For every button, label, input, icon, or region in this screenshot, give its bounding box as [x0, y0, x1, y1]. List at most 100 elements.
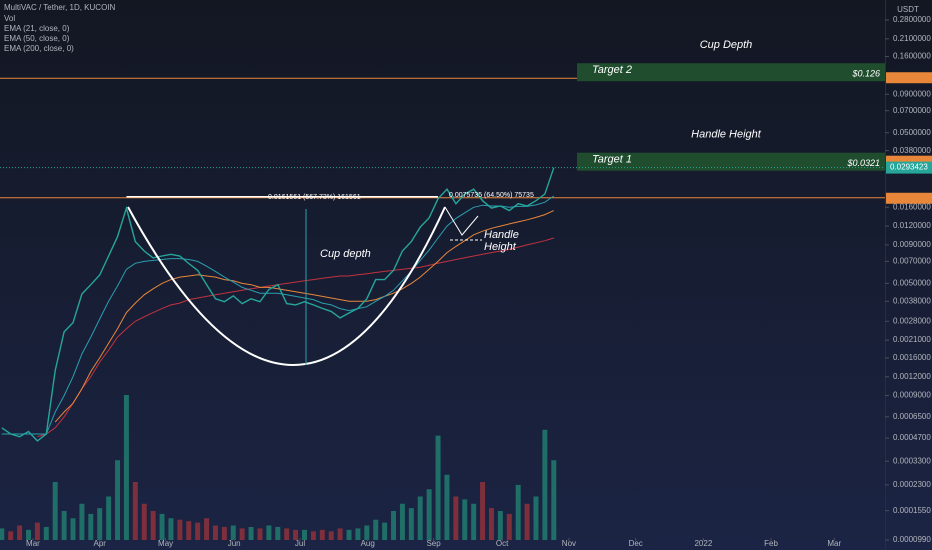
y-tick-label: 0.0070000: [893, 256, 931, 265]
volume-bar: [506, 513, 512, 540]
y-tick-label: 0.0500000: [893, 128, 931, 137]
volume-bar: [0, 528, 5, 540]
volume-bar: [533, 496, 539, 540]
y-tick-label: 0.0160000: [893, 202, 931, 211]
volume-bar: [391, 511, 397, 540]
y-tick-label: 0.0006500: [893, 412, 931, 421]
y-tick-label: 0.0380000: [893, 146, 931, 155]
volume-bar: [123, 395, 129, 540]
volume-bar: [70, 518, 76, 540]
volume-bar: [328, 531, 334, 540]
volume-bar: [301, 529, 307, 540]
x-tick-label: Aug: [361, 539, 375, 548]
legend-entry: EMA (200, close, 0): [4, 44, 74, 53]
volume-bar: [346, 529, 352, 540]
last-price-tag: [886, 161, 932, 174]
x-tick-label: Jul: [295, 539, 305, 548]
volume-bar: [373, 519, 379, 540]
volume-bar: [159, 513, 165, 540]
y-tick-label: 0.0009000: [893, 391, 931, 400]
volume-bar: [115, 460, 121, 540]
y-tick-label: 0.0021000: [893, 335, 931, 344]
volume-bar: [435, 435, 441, 540]
volume-bar: [293, 529, 299, 540]
volume-bar: [61, 511, 67, 540]
volume-bar: [462, 499, 468, 540]
series-line: [1, 195, 555, 435]
volume-bar: [17, 525, 23, 540]
series-line: [37, 237, 554, 438]
y-tick-label: 0.0050000: [893, 278, 931, 287]
volume-bar: [177, 519, 183, 540]
y-tick-label: 0.0000990: [893, 535, 931, 544]
volume-bar: [257, 528, 263, 540]
volume-bar: [355, 528, 361, 540]
x-tick-label: Mar: [827, 539, 841, 548]
y-tick-label: 0.0028000: [893, 316, 931, 325]
x-tick-label: Jun: [228, 539, 241, 548]
handle-lines: [444, 206, 479, 236]
x-tick-label: May: [158, 539, 173, 548]
chart-title: MultiVAC / Tether, 1D, KUCOIN: [4, 3, 116, 12]
legend-entry: EMA (50, close, 0): [4, 34, 70, 43]
plot: Target 2 $0.126 Cup Depth Target 1 $0.0321 Ha…: [0, 15, 932, 548]
y-tick-label: 0.0900000: [893, 89, 931, 98]
volume-bar: [239, 528, 245, 540]
target-box: [577, 63, 885, 82]
volume-bar: [52, 482, 58, 540]
x-tick-label: Feb: [764, 539, 778, 548]
volume-bar: [132, 482, 138, 540]
last-price-label: 0.0293423: [890, 163, 928, 172]
series-line: [54, 210, 555, 423]
handle-measure: 0.0075735 (64.50%) 75735: [449, 192, 534, 199]
target-box: [577, 152, 885, 171]
y-tick-label: 0.0038000: [893, 296, 931, 305]
y-tick-label: 0.0001550: [893, 506, 931, 515]
y-tick-label: 0.0120000: [893, 221, 931, 230]
legend-entry: Vol: [4, 14, 15, 23]
handle-label: Handle: [484, 229, 519, 241]
price-tag: [886, 192, 932, 204]
x-tick-label: Apr: [93, 539, 106, 548]
volume-bar: [488, 508, 494, 540]
x-tick-label: Sep: [426, 539, 441, 548]
cup-label: Cup depth: [320, 248, 371, 260]
volume-bar: [8, 531, 14, 540]
volume-bar: [168, 518, 174, 540]
volume-bar: [34, 522, 40, 540]
volume-bar: [542, 429, 548, 540]
x-tick-label: Dec: [629, 539, 643, 548]
volume-bar: [408, 508, 414, 540]
volume-bar: [515, 484, 521, 540]
volume-bar: [275, 526, 281, 540]
volume-bar: [204, 518, 210, 540]
volume-bar: [310, 531, 316, 540]
cup-curve: [127, 206, 446, 366]
currency-label: USDT: [897, 5, 919, 14]
volume-bar: [186, 521, 192, 540]
y-tick-label: 0.2100000: [893, 34, 931, 43]
y-tick-label: 0.0016000: [893, 353, 931, 362]
price-tag: [886, 72, 932, 84]
y-tick-label: 0.0012000: [893, 372, 931, 381]
volume-bar: [497, 511, 503, 540]
volume-bar: [230, 525, 236, 540]
y-tick-label: 0.2800000: [893, 15, 931, 24]
price-tag: [886, 155, 932, 167]
volume-bar: [453, 496, 459, 540]
volume-bar: [444, 474, 450, 540]
series-line: [1, 167, 555, 442]
volume-bar: [364, 525, 370, 540]
y-tick-label: 0.0004700: [893, 433, 931, 442]
target-price: $0.0321: [846, 158, 880, 168]
volume-bar: [382, 522, 388, 540]
target-price: $0.126: [851, 69, 880, 79]
x-tick-label: Oct: [496, 539, 509, 548]
volume-bar: [141, 503, 147, 540]
target-heading: Handle Height: [691, 129, 762, 141]
volume-bar: [43, 526, 49, 540]
volume-bar: [150, 511, 156, 540]
target-label: Target 1: [592, 154, 632, 166]
